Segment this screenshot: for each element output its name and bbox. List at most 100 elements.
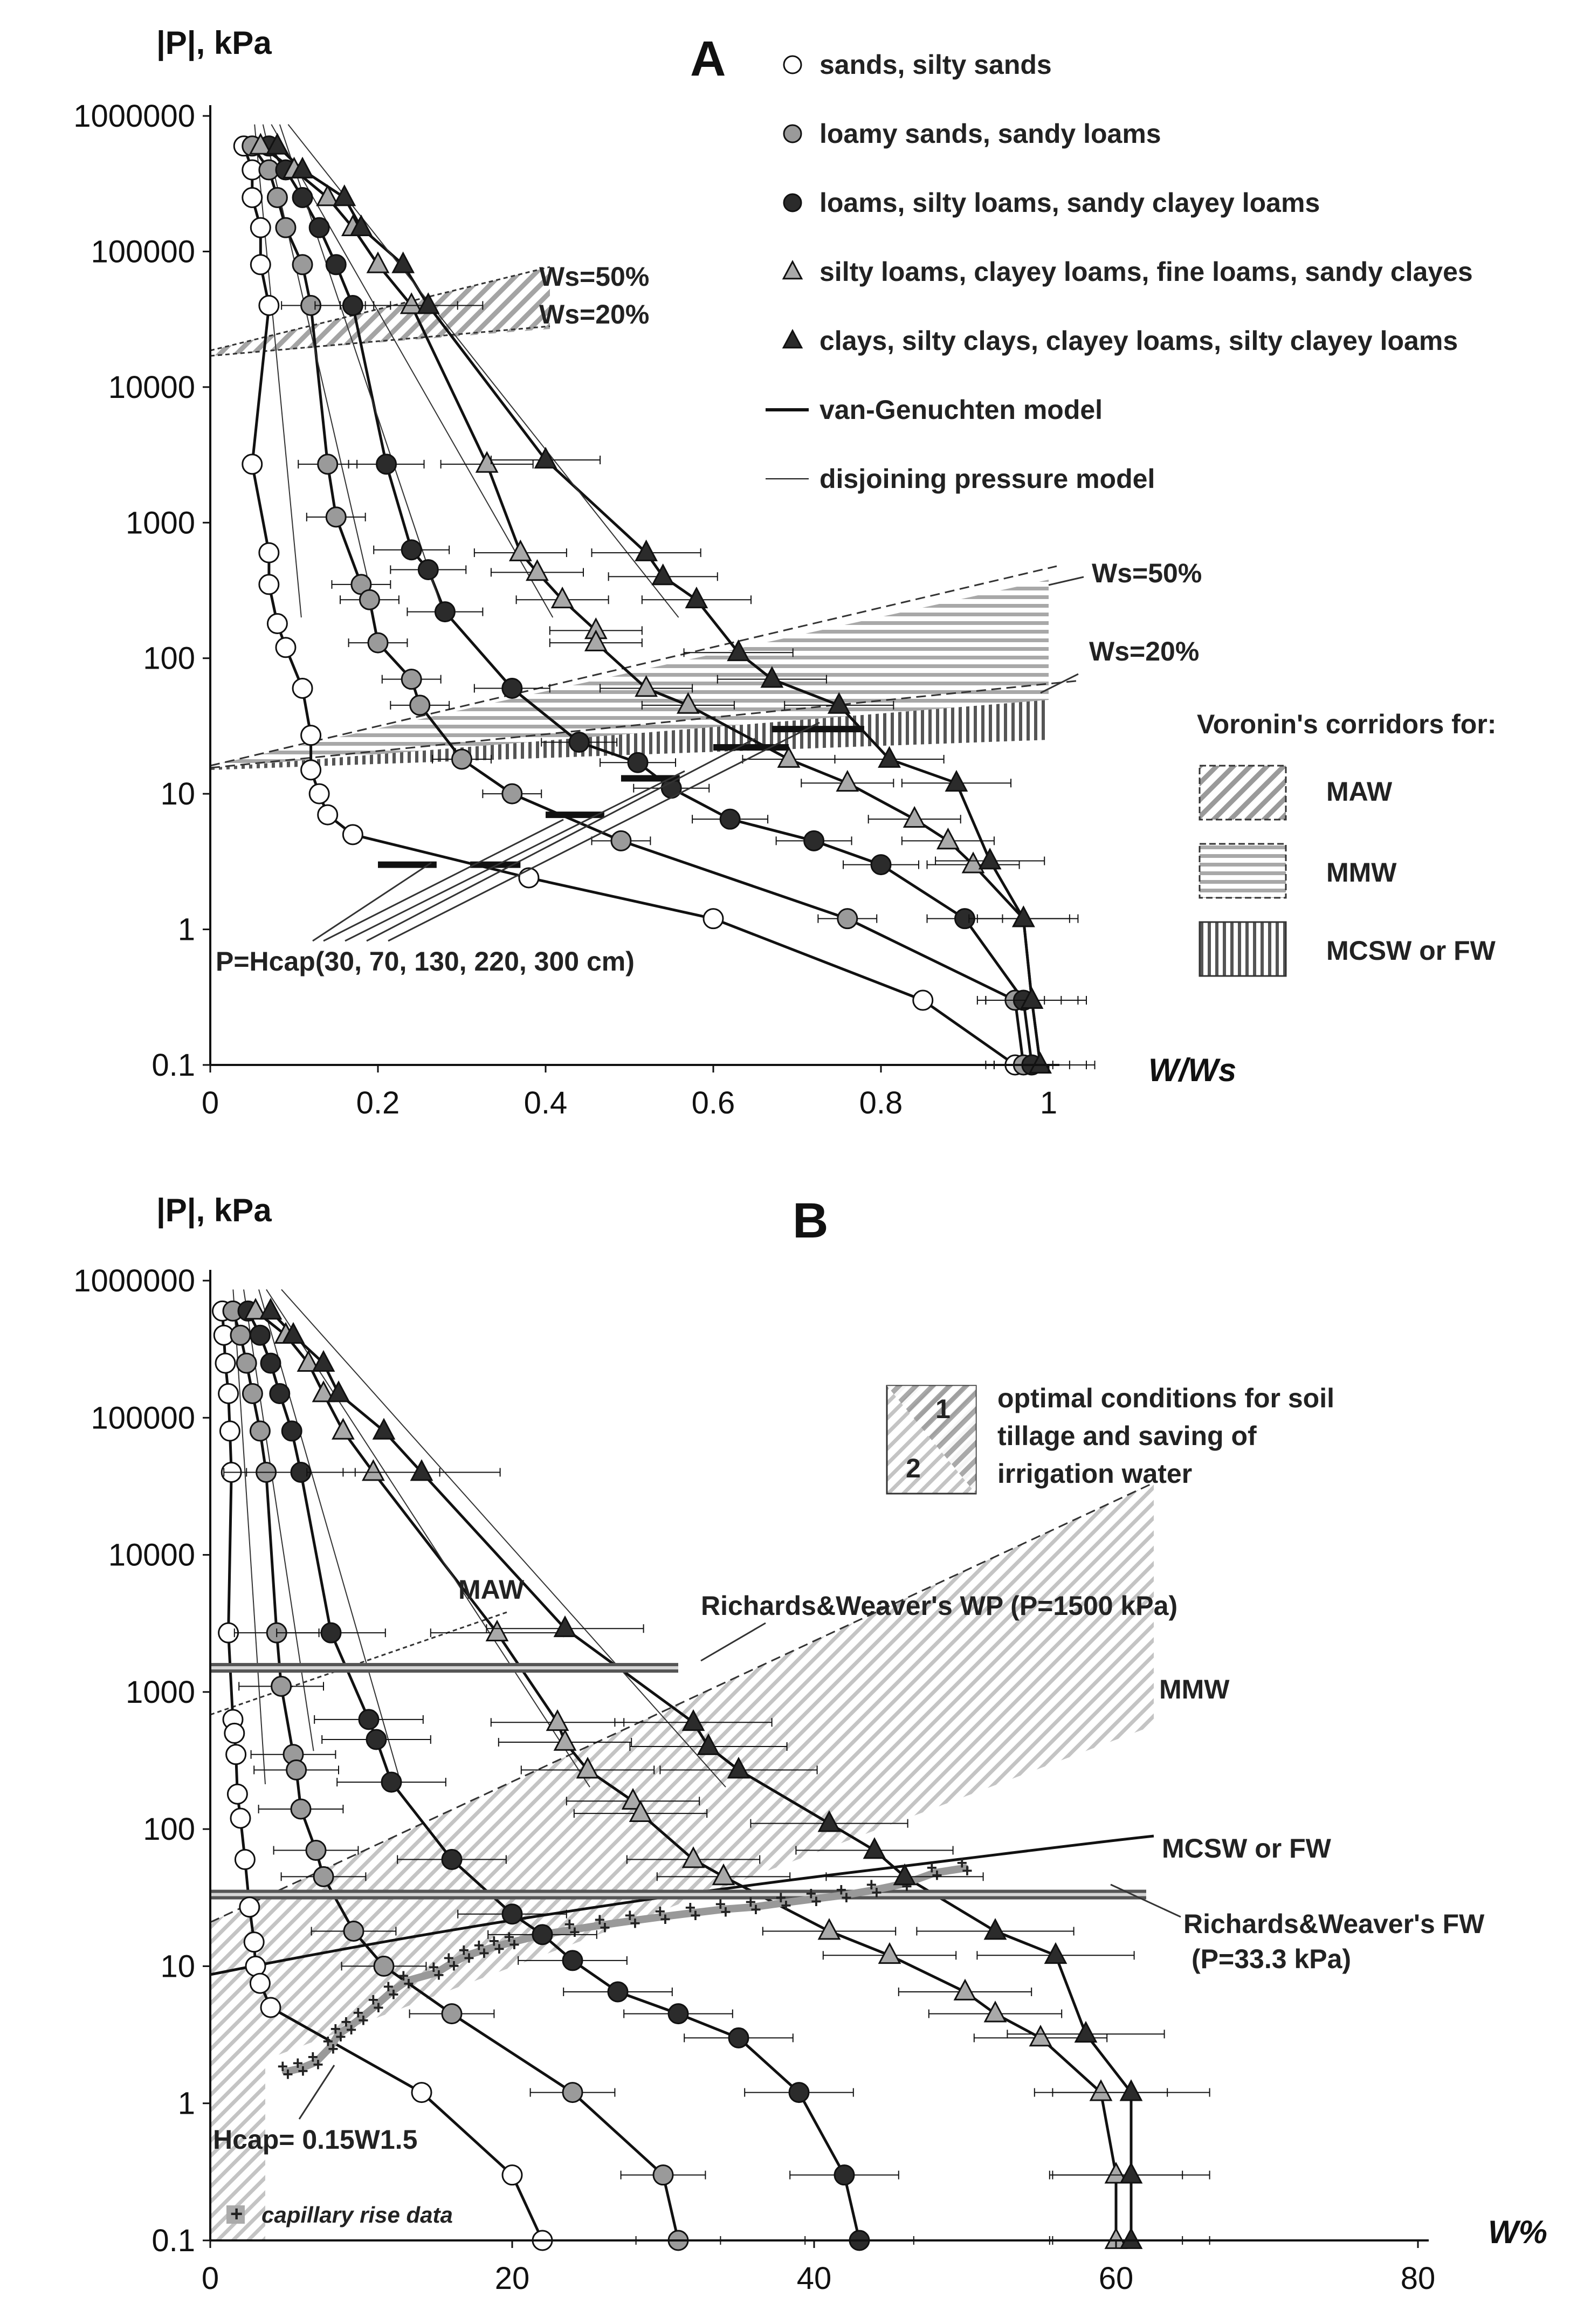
panel-b: |P|, kPa B +++++++++++++++++++++++++++++…: [73, 1192, 1547, 2296]
data-point-series-2: [313, 1866, 334, 1887]
data-point-series-4: [953, 1978, 977, 2000]
data-point-series-3: [568, 732, 590, 753]
data-point-series-3: [834, 2164, 855, 2186]
x-tick-label: 40: [797, 2261, 832, 2296]
capillary-plus-icon: +: [932, 1865, 942, 1886]
data-point-series-3: [376, 453, 397, 475]
capillary-plus-icon: +: [564, 1914, 575, 1935]
data-point-series-3: [803, 830, 825, 851]
data-point-series-5: [1011, 905, 1035, 927]
data-point-series-4: [629, 1800, 652, 1823]
b-mmw-line: [210, 1482, 1154, 1923]
data-point-series-4: [485, 1619, 509, 1642]
a-ws50-lower-line: [210, 565, 1057, 767]
data-point-series-4: [635, 675, 658, 697]
capillary-plus-icon: +: [594, 1909, 605, 1930]
capillary-plus-icon: +: [956, 1853, 967, 1873]
capillary-plus-icon: +: [811, 1891, 822, 1912]
data-point-series-2: [236, 1352, 257, 1374]
data-point-series-1: [275, 637, 297, 658]
data-point-series-4: [553, 1729, 577, 1751]
a-ws50-lower-label: Ws=50%: [1092, 558, 1202, 588]
data-point-series-2: [652, 2164, 674, 2186]
data-point-series-3: [281, 1420, 302, 1442]
data-point-series-4: [249, 133, 272, 155]
b-wp-pointer: [700, 1622, 766, 1662]
disjoining-line-1: [232, 1289, 266, 1784]
data-point-series-1: [260, 1997, 281, 2018]
corridor-legend-mmw-label: MMW: [1326, 857, 1397, 888]
data-point-series-2: [286, 1759, 307, 1780]
panel-b-reference-lines: [210, 1663, 1146, 1900]
a-ws50-pointer: [1048, 576, 1084, 586]
panel-b-letter: B: [793, 1193, 828, 1248]
x-tick-label: 1: [1040, 1085, 1057, 1120]
capillary-plus-icon: +: [836, 1880, 846, 1900]
data-point-series-4: [312, 1380, 335, 1402]
data-point-series-3: [788, 2082, 810, 2103]
data-point-series-3: [320, 1622, 342, 1644]
data-point-series-5: [727, 1757, 750, 1779]
y-tick-label: 1: [178, 912, 195, 947]
capillary-trend: [282, 1864, 969, 2076]
y-tick-label: 1000000: [73, 1263, 195, 1298]
data-point-series-5: [817, 1810, 841, 1832]
data-point-series-5: [266, 133, 289, 155]
a-ws20-lower-label: Ws=20%: [1089, 636, 1199, 666]
data-point-series-4: [936, 827, 960, 850]
data-point-series-1: [317, 804, 339, 826]
data-point-series-1: [266, 613, 288, 635]
data-point-series-1: [258, 542, 280, 563]
data-point-series-5: [372, 1418, 396, 1440]
x-tick-label: 20: [495, 2261, 530, 2296]
capillary-plus-icon: +: [398, 1965, 409, 1986]
data-point-series-4: [903, 806, 926, 828]
model-curve-1: [221, 1311, 544, 2242]
data-point-series-5: [727, 639, 750, 662]
b-fw-label-1: Richards&Weaver's FW: [1183, 1909, 1485, 1939]
capillary-plus-icon: +: [841, 1888, 852, 1908]
data-point-series-1: [300, 759, 322, 781]
capillary-plus-icon: +: [322, 2031, 333, 2052]
data-point-series-4: [400, 292, 423, 314]
corridor-legend-mcsw-label: MCSW or FW: [1326, 936, 1496, 966]
data-point-series-1: [230, 1807, 251, 1829]
data-point-series-4: [475, 451, 499, 473]
data-point-series-4: [961, 851, 985, 874]
data-point-series-4: [1104, 2227, 1128, 2249]
data-point-series-2: [275, 217, 297, 238]
data-point-series-1: [242, 187, 263, 208]
panel-b-ylabel: |P|, kPa: [156, 1192, 272, 1229]
corridor-legend-maw-label: MAW: [1326, 776, 1393, 807]
data-point-series-5: [416, 292, 440, 314]
panel-b-corridors: [210, 1482, 1154, 2240]
data-point-series-1: [234, 1849, 256, 1871]
capillary-plus-icon: +: [720, 1902, 731, 1922]
capillary-plus-icon: +: [600, 1917, 610, 1938]
data-point-series-4: [550, 586, 574, 609]
data-point-series-3: [532, 1924, 553, 1945]
data-point-series-5: [1119, 2162, 1143, 2184]
capillary-plus-icon: +: [346, 2019, 357, 2040]
data-point-series-5: [553, 1615, 577, 1638]
data-point-series-4: [878, 1942, 901, 1964]
a-hcap-label: P=Hcap(30, 70, 130, 220, 300 cm): [216, 946, 635, 977]
legend-marker-5: [782, 328, 803, 349]
optimal-legend-text-3: irrigation water: [997, 1459, 1192, 1489]
data-point-series-5: [1020, 987, 1044, 1009]
data-point-series-1: [224, 1722, 245, 1744]
data-point-series-3: [401, 539, 422, 561]
data-point-series-3: [308, 217, 330, 238]
a-ws50-upper-label: Ws=50%: [539, 262, 649, 292]
data-point-series-3: [667, 2003, 689, 2025]
data-point-series-4: [621, 1787, 645, 1810]
capillary-plus-icon: +: [307, 2047, 318, 2067]
capillary-plus-icon: +: [630, 1913, 641, 1934]
capillary-legend-swatch: [226, 2205, 245, 2224]
data-point-series-1: [215, 1352, 236, 1374]
capillary-plus-icon: +: [781, 1895, 791, 1916]
panel-a-legend: sands, silty sands loamy sands, sandy loa…: [766, 50, 1473, 494]
data-point-series-4: [676, 692, 700, 714]
b-mmw-label: MMW: [1159, 1674, 1230, 1704]
disjoining-line-1: [254, 124, 302, 618]
